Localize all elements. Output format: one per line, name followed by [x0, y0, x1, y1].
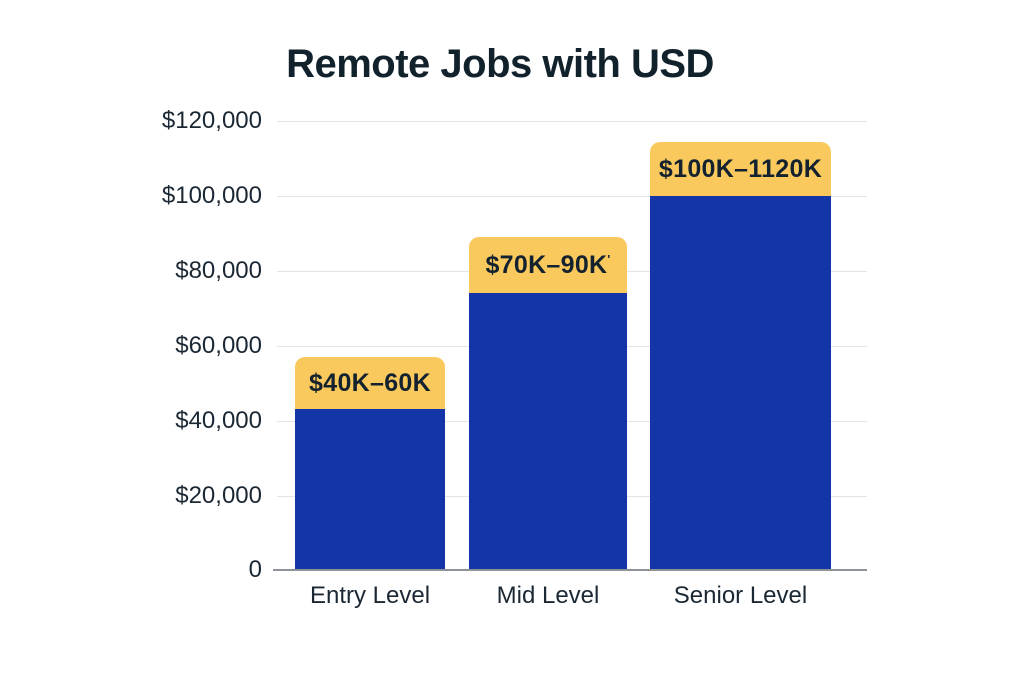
y-axis-tick-label: 0 [248, 556, 262, 583]
bar-range-text: $100K–1120K [658, 154, 823, 183]
x-axis-tick-label: Senior Level [673, 582, 808, 609]
bar-fill-senior-level [650, 196, 831, 570]
y-axis-tick-label: $60,000 [175, 332, 262, 359]
y-axis-tick-label: $20,000 [175, 482, 262, 509]
bar-cap-senior-level: $100K–1120K [650, 142, 831, 196]
gridline-100k [277, 196, 867, 197]
bar-range-label: $70K–90K' [485, 251, 610, 280]
bar-fill-entry-level [295, 409, 445, 570]
plot-area: $120,000 $100,000 $80,000 $60,000 $40,00… [162, 107, 867, 609]
x-axis-tick-label: Mid Level [496, 582, 600, 609]
bar-range-label: $100K–1120K [659, 155, 822, 184]
y-axis-tick-label: $100,000 [161, 182, 262, 209]
x-axis-tick-label: Entry Level [309, 582, 431, 609]
bar-range-label: $40K–60K [309, 369, 431, 398]
gridline-120k [277, 121, 867, 122]
bar-fill-mid-level [469, 293, 627, 570]
bar-cap-mid-level: $70K–90K' [469, 237, 627, 293]
y-axis-tick-label: $120,000 [161, 107, 262, 134]
y-axis-tick-label: $80,000 [175, 257, 262, 284]
y-axis-tick-label: $40,000 [175, 407, 262, 434]
bar-entry-level: $40K–60K [295, 357, 445, 570]
x-axis-line [273, 569, 867, 571]
chart-title: Remote Jobs with USD [286, 42, 714, 86]
bar-senior-level: $100K–1120K [650, 142, 831, 570]
bar-cap-entry-level: $40K–60K [295, 357, 445, 409]
bar-mid-level: $70K–90K' [469, 237, 627, 570]
bar-range-text: $70K–90K [485, 250, 608, 279]
bar-range-text: $40K–60K [309, 368, 431, 397]
bar-range-label-mark: ' [607, 252, 611, 267]
